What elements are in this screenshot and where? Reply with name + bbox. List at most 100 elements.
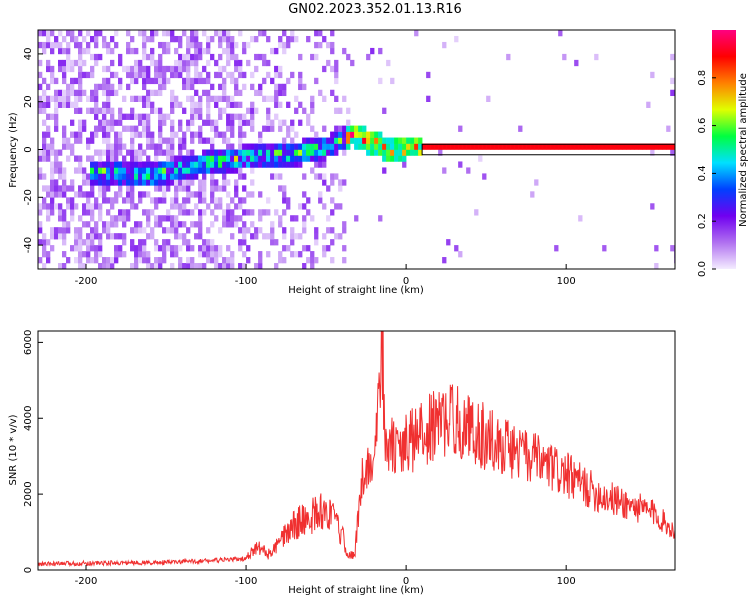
spectrogram-cell	[342, 125, 347, 132]
spectrogram-cell	[82, 221, 87, 228]
spectrogram-cell	[46, 191, 51, 198]
spectrogram-cell	[258, 155, 263, 162]
spectrogram-cell	[70, 209, 75, 216]
spectrogram-cell	[134, 161, 139, 168]
spectrogram-cell	[590, 143, 595, 150]
spectrogram-cell	[518, 143, 523, 150]
spectrogram-cell	[290, 161, 295, 168]
spectrogram-cell	[226, 215, 231, 222]
spectrogram-cell	[186, 95, 191, 102]
spectrogram-cell	[130, 185, 135, 192]
spectrogram-cell	[126, 185, 131, 192]
spectrogram-cell	[178, 125, 183, 132]
spectrogram-cell	[186, 209, 191, 216]
spectrogram-cell	[398, 137, 403, 144]
spectrogram-cell	[142, 227, 147, 234]
spectrogram-cell	[70, 185, 75, 192]
spectrogram-cell	[230, 119, 235, 126]
spectrogram-x-tick-label: 100	[557, 276, 576, 287]
spectrogram-cell	[194, 221, 199, 228]
spectrogram-cell	[234, 221, 239, 228]
spectrogram-cell	[54, 149, 59, 156]
spectrogram-cell	[218, 71, 223, 79]
spectrogram-x-tick-label: -200	[75, 276, 98, 287]
spectrogram-cell	[218, 167, 223, 174]
spectrogram-cell	[254, 65, 259, 73]
spectrogram-cell	[342, 149, 347, 156]
spectrogram-cell	[226, 221, 231, 228]
spectrogram-cell	[38, 30, 43, 37]
spectrogram-cell	[206, 257, 211, 264]
spectrogram-cell	[54, 113, 59, 120]
spectrogram-cell	[230, 197, 235, 204]
spectrogram-cell	[50, 233, 55, 240]
spectrogram-cell	[138, 131, 143, 138]
spectrogram-cell	[130, 155, 135, 162]
spectrogram-cell	[38, 227, 43, 234]
spectrogram-cell	[150, 101, 155, 108]
spectrogram-cell	[206, 203, 211, 210]
spectrogram-cell	[330, 89, 335, 97]
spectrogram-cell	[182, 143, 187, 150]
spectrogram-cell	[190, 59, 195, 67]
spectrogram-cell	[186, 53, 191, 61]
spectrogram-cell	[234, 89, 239, 97]
spectrogram-cell	[238, 173, 243, 180]
spectrogram-cell	[82, 239, 87, 246]
spectrogram-cell	[130, 95, 135, 102]
spectrogram-cell	[82, 71, 87, 79]
spectrogram-cell	[230, 47, 235, 55]
spectrogram-cell	[314, 161, 319, 168]
spectrogram-cell	[242, 71, 247, 79]
spectrogram-cell	[370, 143, 375, 150]
spectrogram-cell	[186, 77, 191, 85]
spectrogram-cell	[126, 167, 131, 174]
spectrogram-cell	[242, 227, 247, 234]
spectrogram-cell	[190, 263, 195, 269]
spectrogram-cell	[162, 83, 167, 91]
spectrogram-cell	[70, 30, 75, 37]
spectrogram-cell	[146, 209, 151, 216]
spectrogram-cell	[134, 77, 139, 85]
spectrogram-cell	[234, 53, 239, 61]
spectrogram-cell	[158, 137, 163, 144]
spectrogram-cell	[574, 59, 579, 67]
spectrogram-cell	[318, 161, 323, 168]
spectrogram-cell	[42, 197, 47, 204]
spectrogram-cell	[322, 233, 327, 240]
spectrogram-cell	[258, 161, 263, 168]
spectrogram-cell	[326, 41, 331, 49]
spectrogram-cell	[286, 131, 291, 138]
spectrogram-cell	[342, 95, 347, 102]
spectrogram-cell	[170, 227, 175, 234]
spectrogram-cell	[666, 125, 671, 132]
spectrogram-cell	[158, 125, 163, 132]
spectrogram-cell	[90, 239, 95, 246]
spectrogram-cell	[182, 221, 187, 228]
spectrogram-cell	[102, 179, 107, 186]
spectrogram-cell	[262, 161, 267, 168]
spectrogram-cell	[278, 125, 283, 132]
spectrogram-cell	[230, 149, 235, 156]
spectrogram-cell	[66, 227, 71, 234]
spectrogram-cell	[94, 101, 99, 108]
spectrogram-cell	[298, 83, 303, 91]
spectrogram-cell	[118, 131, 123, 138]
spectrogram-cell	[230, 215, 235, 222]
spectrogram-cell	[198, 245, 203, 252]
spectrogram-cell	[226, 59, 231, 67]
spectrogram-cell	[42, 47, 47, 55]
spectrogram-cell	[322, 95, 327, 102]
spectrogram-cell	[338, 203, 343, 210]
spectrogram-cell	[274, 95, 279, 102]
spectrogram-cell	[154, 179, 159, 186]
spectrogram-cell	[238, 167, 243, 174]
spectrogram-cell	[38, 107, 43, 114]
spectrogram-cell	[46, 35, 51, 43]
spectrogram-cell	[62, 71, 67, 79]
spectrogram-cell	[74, 191, 79, 198]
spectrogram-cell	[170, 215, 175, 222]
spectrogram-cell	[98, 209, 103, 216]
spectrogram-cell	[178, 101, 183, 108]
spectrogram-cell	[182, 83, 187, 91]
